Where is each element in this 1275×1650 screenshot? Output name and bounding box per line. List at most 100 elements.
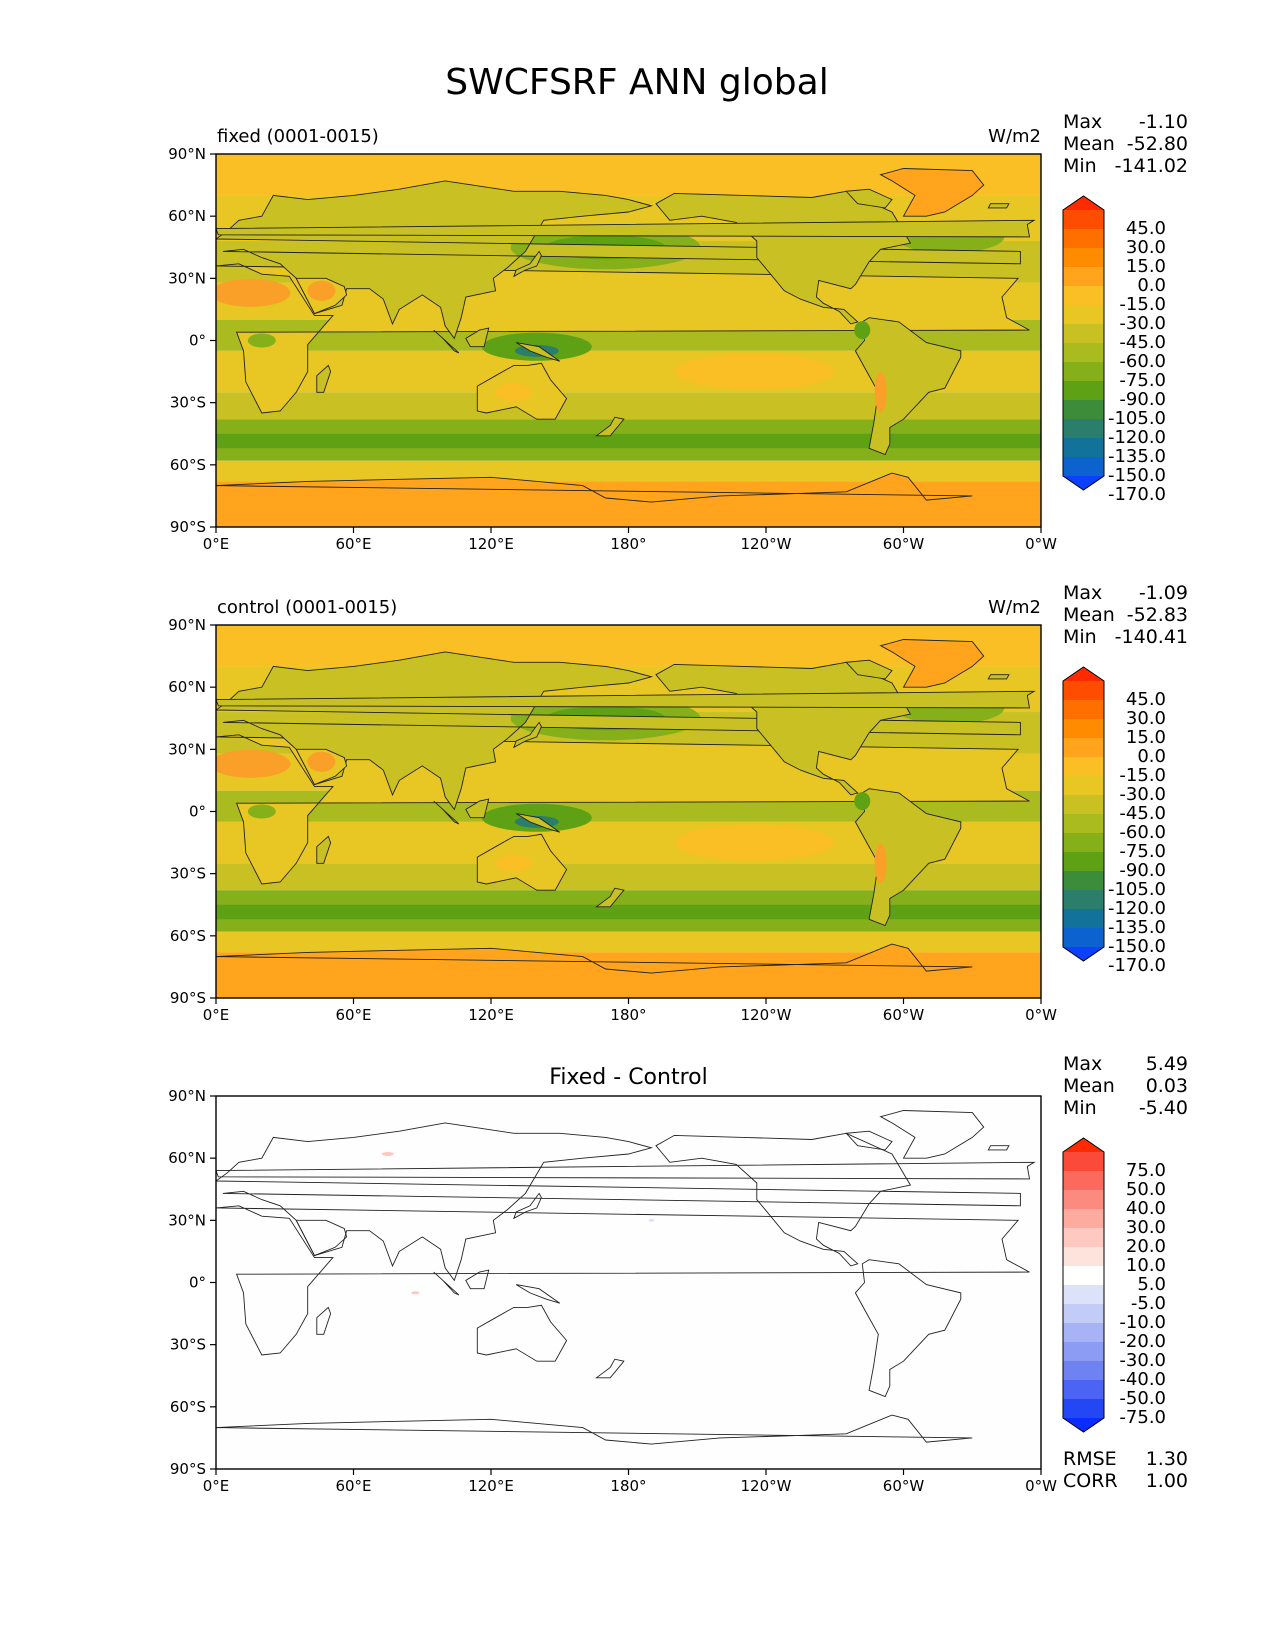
coastline-south-america	[854, 317, 962, 456]
colorbar-swatch	[1063, 1380, 1104, 1400]
coastline-japan	[513, 250, 542, 278]
arabian-desert	[307, 280, 336, 301]
southern-ocean-core	[216, 433, 1041, 449]
colorbar-swatch	[1063, 890, 1104, 910]
coastline-borneo	[465, 798, 490, 819]
coastline-south-america	[854, 1259, 962, 1398]
colorbar-tick-label: -75.0	[1119, 1407, 1166, 1428]
coastline-arabia	[295, 1219, 348, 1257]
coastline-africa	[216, 1205, 1030, 1356]
lat-tick-label: 60°N	[168, 1149, 206, 1167]
colorbar-swatch	[1063, 286, 1104, 306]
footer-stat-label-rmse: RMSE	[1063, 1448, 1117, 1470]
lat-tick-label: 30°S	[170, 394, 206, 412]
colorbar-tick-label: 5.0	[1137, 1274, 1166, 1295]
colorbar-swatch	[1063, 1247, 1104, 1267]
lon-tick-label: 60°E	[335, 535, 371, 553]
colorbar-swatch	[1063, 681, 1104, 701]
colorbar-swatch	[1063, 1342, 1104, 1362]
coastline-borneo	[465, 1269, 490, 1290]
colorbar-extend-top	[1063, 196, 1104, 210]
colorbar-tick-label: -30.0	[1119, 1350, 1166, 1371]
coastline-baffin	[845, 188, 893, 209]
atacama	[874, 372, 887, 413]
stat-label-min: Min	[1063, 155, 1097, 177]
colorbar-tick-label: -90.0	[1119, 860, 1166, 881]
colorbar-swatch	[1063, 833, 1104, 853]
colorbar-tick-label: 50.0	[1126, 1179, 1166, 1200]
coastline-new-guinea	[515, 342, 561, 362]
coastline-antarctica-a	[216, 472, 973, 527]
lat-tick-label: 90°N	[168, 1087, 206, 1105]
coastline-iceland	[987, 203, 1010, 209]
atacama	[874, 843, 887, 884]
colorbar-tick-label: -30.0	[1119, 313, 1166, 334]
lat-tick-label: 60°N	[168, 207, 206, 225]
colorbar-tick-label: -75.0	[1119, 370, 1166, 391]
colorbar-swatch	[1063, 871, 1104, 891]
colorbar-outline	[1062, 1137, 1105, 1433]
lat-tick-label: 90°N	[168, 145, 206, 163]
colorbar-swatch	[1063, 909, 1104, 929]
andes-clouds	[854, 792, 871, 811]
colorbar-tick-label: -15.0	[1119, 765, 1166, 786]
colorbar-extend-bottom	[1063, 947, 1104, 961]
coastline-iceland	[987, 1145, 1010, 1151]
colorbar-tick-label: 40.0	[1126, 1198, 1166, 1219]
colorbar-tick-label: -10.0	[1119, 1312, 1166, 1333]
coastline-sumatra	[433, 800, 460, 825]
coastline-sumatra	[433, 1271, 460, 1296]
map-field	[216, 1096, 1041, 1469]
panel-left-label: control (0001-0015)	[217, 597, 397, 618]
diff-blip	[648, 1218, 655, 1222]
arabian-desert	[307, 751, 336, 772]
stat-value-mean: -52.83	[1127, 604, 1188, 626]
coastline-new-zealand	[595, 887, 625, 908]
coastline-new-guinea	[515, 813, 561, 833]
colorbar-tick-label: -40.0	[1119, 1369, 1166, 1390]
colorbar-outline	[1062, 666, 1105, 962]
coastline-new-guinea	[515, 1284, 561, 1304]
colorbar-swatch	[1063, 457, 1104, 477]
andes-clouds	[854, 321, 871, 340]
colorbar-swatch	[1063, 928, 1104, 948]
coastline-iceland	[987, 674, 1010, 680]
colorbar-swatch	[1063, 438, 1104, 458]
colorbar-swatch	[1063, 343, 1104, 363]
colorbar-swatch	[1063, 1304, 1104, 1324]
colorbar-swatch	[1063, 852, 1104, 872]
lon-tick-label: 0°W	[1025, 1477, 1057, 1495]
coastline-madagascar	[316, 1306, 332, 1335]
lat-tick-label: 60°S	[170, 927, 206, 945]
stat-label-min: Min	[1063, 1097, 1097, 1119]
footer-stat-value-rmse: 1.30	[1146, 1448, 1188, 1470]
colorbar-tick-label: -170.0	[1108, 484, 1166, 505]
colorbar: 45.030.015.00.0-15.0-30.0-45.0-60.0-75.0…	[1062, 195, 1166, 505]
lon-tick-label: 180°	[610, 1477, 646, 1495]
stat-label-max: Max	[1063, 111, 1102, 133]
lat-tick-label: 30°N	[168, 1211, 206, 1229]
colorbar-tick-label: -120.0	[1108, 427, 1166, 448]
colorbar-swatch	[1063, 324, 1104, 344]
stat-value-max: -1.10	[1139, 111, 1188, 133]
colorbar-outline	[1062, 195, 1105, 491]
colorbar-tick-label: -45.0	[1119, 332, 1166, 353]
colorbar-swatch	[1063, 305, 1104, 325]
lon-tick-label: 120°E	[468, 535, 514, 553]
coastline-borneo	[465, 327, 490, 348]
colorbar-tick-label: -30.0	[1119, 784, 1166, 805]
coastline-britain	[216, 1161, 1036, 1180]
stat-value-min: -141.02	[1115, 155, 1188, 177]
lat-tick-label: 90°S	[170, 518, 206, 536]
colorbar-tick-label: 20.0	[1126, 1236, 1166, 1257]
lat-tick-label: 30°S	[170, 865, 206, 883]
stat-value-max: 5.49	[1146, 1053, 1188, 1075]
lat-tick-label: 90°S	[170, 1460, 206, 1478]
colorbar-tick-label: -5.0	[1131, 1293, 1166, 1314]
colorbar-tick-label: 0.0	[1137, 275, 1166, 296]
lon-tick-label: 180°	[610, 1006, 646, 1024]
colorbar-extend-bottom	[1063, 1418, 1104, 1432]
panel-units-label: W/m2	[988, 597, 1041, 618]
lon-tick-label: 60°E	[335, 1477, 371, 1495]
